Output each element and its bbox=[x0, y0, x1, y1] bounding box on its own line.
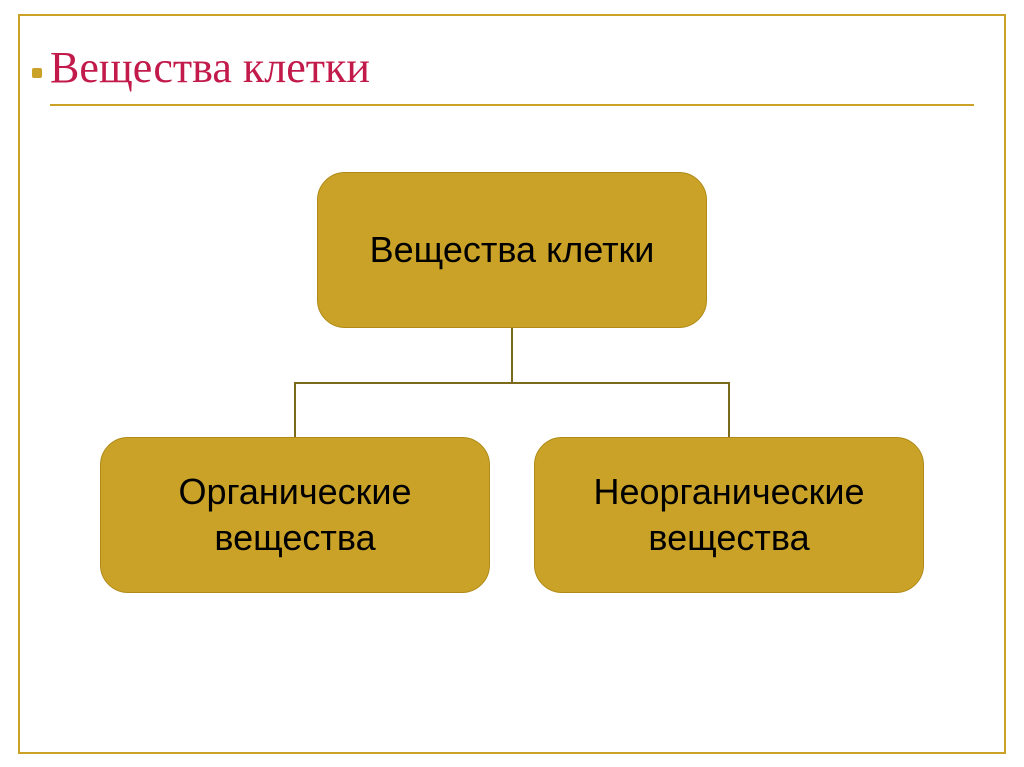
node-root: Вещества клетки bbox=[317, 172, 707, 328]
node-right-label: Неорганическиевещества bbox=[593, 469, 864, 561]
node-right: Неорганическиевещества bbox=[534, 437, 924, 593]
connector-left-stem bbox=[294, 382, 296, 437]
node-left-label: Органическиевещества bbox=[178, 469, 411, 561]
node-root-label: Вещества клетки bbox=[370, 227, 655, 273]
connector-root-stem bbox=[511, 328, 513, 384]
title-underline bbox=[50, 104, 974, 106]
page-title: Вещества клетки bbox=[50, 42, 370, 93]
connector-right-stem bbox=[728, 382, 730, 437]
slide-frame bbox=[18, 14, 1006, 754]
title-bullet bbox=[32, 68, 42, 78]
connector-horizontal bbox=[294, 382, 730, 384]
node-left: Органическиевещества bbox=[100, 437, 490, 593]
